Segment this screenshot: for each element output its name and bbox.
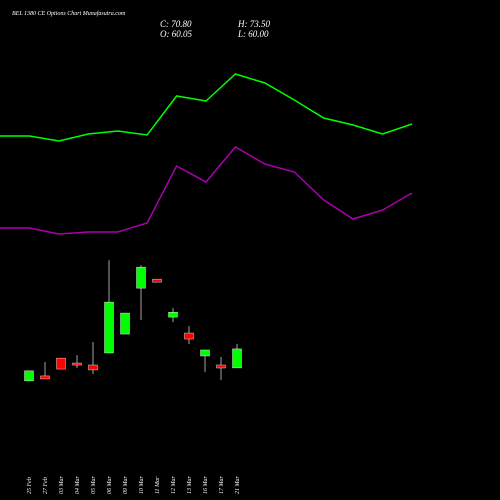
x-tick-label: 13 Mar	[187, 476, 193, 494]
open-label: O: 60.05	[160, 29, 192, 39]
low-label: L: 60.00	[237, 29, 269, 39]
x-tick-label: 10 Mar	[139, 476, 145, 494]
x-tick-label: 12 Mar	[171, 476, 177, 494]
candle-body	[120, 312, 130, 335]
candle-body	[24, 370, 34, 382]
indicator-line	[0, 146, 413, 235]
candle-body	[88, 364, 98, 371]
x-tick-label: 11 Mar	[155, 476, 161, 494]
x-tick-label: 25 Feb	[27, 477, 33, 494]
x-tick-label: 09 Mar	[123, 476, 129, 494]
high-label: H: 73.50	[237, 19, 270, 29]
candle-body	[184, 332, 194, 340]
x-tick-label: 05 Mar	[91, 476, 97, 494]
chart-title: BEL 1380 CE Options Chart Munafasutra.co…	[12, 10, 126, 17]
candle-body	[152, 278, 162, 283]
candle-body	[72, 362, 82, 366]
candle-body	[216, 364, 226, 369]
candle-body	[40, 375, 50, 380]
candle-body	[104, 301, 114, 354]
x-tick-label: 21 Mar	[235, 476, 241, 494]
x-tick-label: 27 Feb	[43, 477, 49, 494]
candle-body	[232, 348, 242, 369]
x-tick-label: 16 Mar	[203, 476, 209, 494]
x-tick-label: 04 Mar	[74, 476, 81, 494]
candle-body	[200, 349, 210, 357]
close-label: C: 70.80	[160, 19, 192, 29]
x-tick-label: 03 Mar	[59, 476, 65, 494]
candle-body	[56, 357, 66, 370]
candle-body	[168, 311, 178, 318]
indicator-line	[0, 73, 413, 142]
x-tick-label: 06 Mar	[107, 476, 113, 494]
candle-body	[136, 266, 146, 289]
x-tick-label: 17 Mar	[219, 476, 225, 494]
